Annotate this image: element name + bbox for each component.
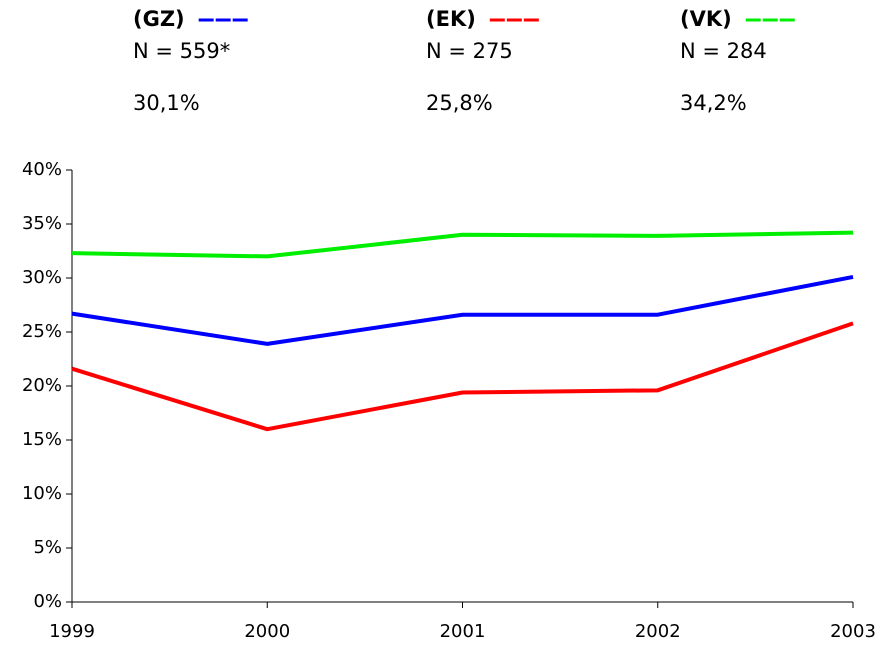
x-tick-label: 2003 <box>830 621 876 642</box>
y-tick-label: 20% <box>22 375 62 396</box>
x-tick-label: 2002 <box>635 621 681 642</box>
y-tick-label: 25% <box>22 321 62 342</box>
legend-n: N = 284 <box>680 39 767 63</box>
y-tick-label: 5% <box>33 537 62 558</box>
legend-name: (EK) <box>426 7 476 31</box>
y-tick-label: 35% <box>22 213 62 234</box>
y-tick-label: 30% <box>22 267 62 288</box>
legend-summary: 30,1% <box>133 91 200 115</box>
legend-summary: 25,8% <box>426 91 493 115</box>
y-tick-label: 40% <box>22 159 62 180</box>
series-line <box>71 230 854 259</box>
x-tick-label: 2000 <box>244 621 290 642</box>
y-tick-label: 0% <box>33 591 62 612</box>
legend-name: (GZ) <box>133 7 185 31</box>
series-line <box>71 274 854 346</box>
x-tick-label: 1999 <box>49 621 95 642</box>
series-line <box>71 321 854 432</box>
legend-summary: 34,2% <box>680 91 747 115</box>
y-tick-label: 10% <box>22 483 62 504</box>
legend-name: (VK) <box>680 7 732 31</box>
legend-n: N = 275 <box>426 39 513 63</box>
x-tick-label: 2001 <box>440 621 486 642</box>
legend-n: N = 559* <box>133 39 230 63</box>
y-tick-label: 15% <box>22 429 62 450</box>
